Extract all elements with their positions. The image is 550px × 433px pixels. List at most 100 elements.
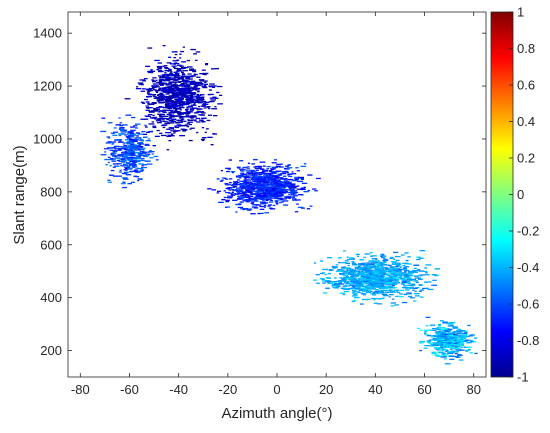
data-point: [282, 175, 287, 177]
data-point: [255, 169, 259, 171]
data-point: [186, 79, 190, 81]
data-point: [301, 182, 308, 184]
data-point: [390, 256, 394, 259]
data-point: [147, 138, 151, 140]
data-point: [361, 268, 367, 271]
data-point: [410, 283, 416, 285]
data-point: [360, 303, 364, 305]
data-point: [122, 163, 127, 165]
data-point: [388, 277, 392, 279]
data-point: [151, 86, 157, 88]
data-point: [103, 148, 110, 150]
data-point: [385, 273, 388, 275]
data-point: [458, 333, 464, 335]
data-point: [169, 90, 173, 93]
data-point: [369, 270, 372, 272]
data-point: [217, 103, 223, 105]
data-point: [435, 331, 441, 333]
data-point: [342, 270, 348, 272]
data-point: [187, 88, 192, 90]
data-point: [138, 154, 142, 156]
data-point: [133, 160, 137, 162]
data-point: [459, 344, 464, 346]
data-point: [391, 291, 394, 293]
data-point: [369, 275, 373, 277]
data-point: [236, 187, 241, 189]
data-point: [286, 189, 289, 191]
data-point: [404, 274, 409, 276]
data-point: [253, 196, 260, 198]
data-point: [159, 98, 162, 100]
data-point: [166, 83, 170, 85]
data-point: [439, 339, 446, 341]
data-point: [141, 158, 145, 160]
data-point: [435, 347, 439, 349]
data-point: [338, 272, 345, 275]
data-point: [152, 83, 157, 85]
data-point: [190, 100, 194, 102]
data-point: [449, 322, 453, 324]
data-point: [265, 199, 269, 201]
data-point: [413, 271, 417, 273]
data-point: [205, 128, 209, 130]
data-point: [388, 270, 393, 272]
data-point: [136, 159, 142, 161]
data-point: [169, 98, 172, 100]
data-point: [271, 188, 277, 190]
data-point: [173, 93, 178, 95]
data-point: [418, 257, 424, 259]
data-point: [183, 66, 189, 69]
data-point: [425, 333, 429, 335]
data-point: [248, 177, 254, 179]
data-point: [158, 117, 164, 120]
data-point: [250, 169, 255, 172]
data-point: [176, 101, 180, 103]
data-point: [200, 120, 203, 122]
data-point: [176, 124, 182, 126]
data-point: [118, 146, 123, 148]
data-point: [255, 194, 262, 196]
data-point: [231, 189, 234, 191]
data-point: [269, 208, 276, 210]
data-point: [373, 271, 380, 273]
data-point: [225, 191, 230, 194]
data-point: [165, 77, 170, 79]
data-point: [343, 250, 346, 252]
data-point: [110, 132, 116, 134]
data-point: [118, 155, 124, 157]
data-point: [377, 269, 381, 271]
data-point: [448, 333, 453, 335]
data-point: [251, 171, 257, 173]
data-point: [451, 323, 454, 325]
data-point: [438, 330, 444, 332]
data-point: [419, 296, 424, 298]
data-point: [396, 264, 401, 266]
data-point: [135, 88, 142, 90]
data-point: [171, 92, 175, 94]
data-point: [160, 97, 165, 99]
data-point: [278, 192, 285, 194]
data-point: [114, 155, 119, 157]
data-point: [154, 59, 160, 62]
data-point: [419, 329, 423, 331]
data-point: [390, 272, 396, 274]
data-point: [121, 129, 125, 131]
data-point: [195, 84, 201, 86]
data-point: [378, 261, 382, 263]
data-point: [115, 124, 122, 126]
data-point: [349, 278, 354, 280]
data-point: [166, 149, 170, 151]
data-point: [393, 273, 398, 275]
data-point: [370, 274, 376, 276]
data-point: [136, 170, 142, 172]
data-point: [415, 281, 419, 284]
data-point: [129, 139, 135, 142]
data-point: [122, 152, 125, 154]
data-point: [360, 268, 363, 270]
data-point: [448, 351, 454, 354]
data-point: [273, 172, 276, 174]
data-point: [276, 163, 283, 165]
data-point: [269, 201, 274, 203]
data-point: [364, 253, 370, 255]
data-point: [147, 102, 150, 105]
